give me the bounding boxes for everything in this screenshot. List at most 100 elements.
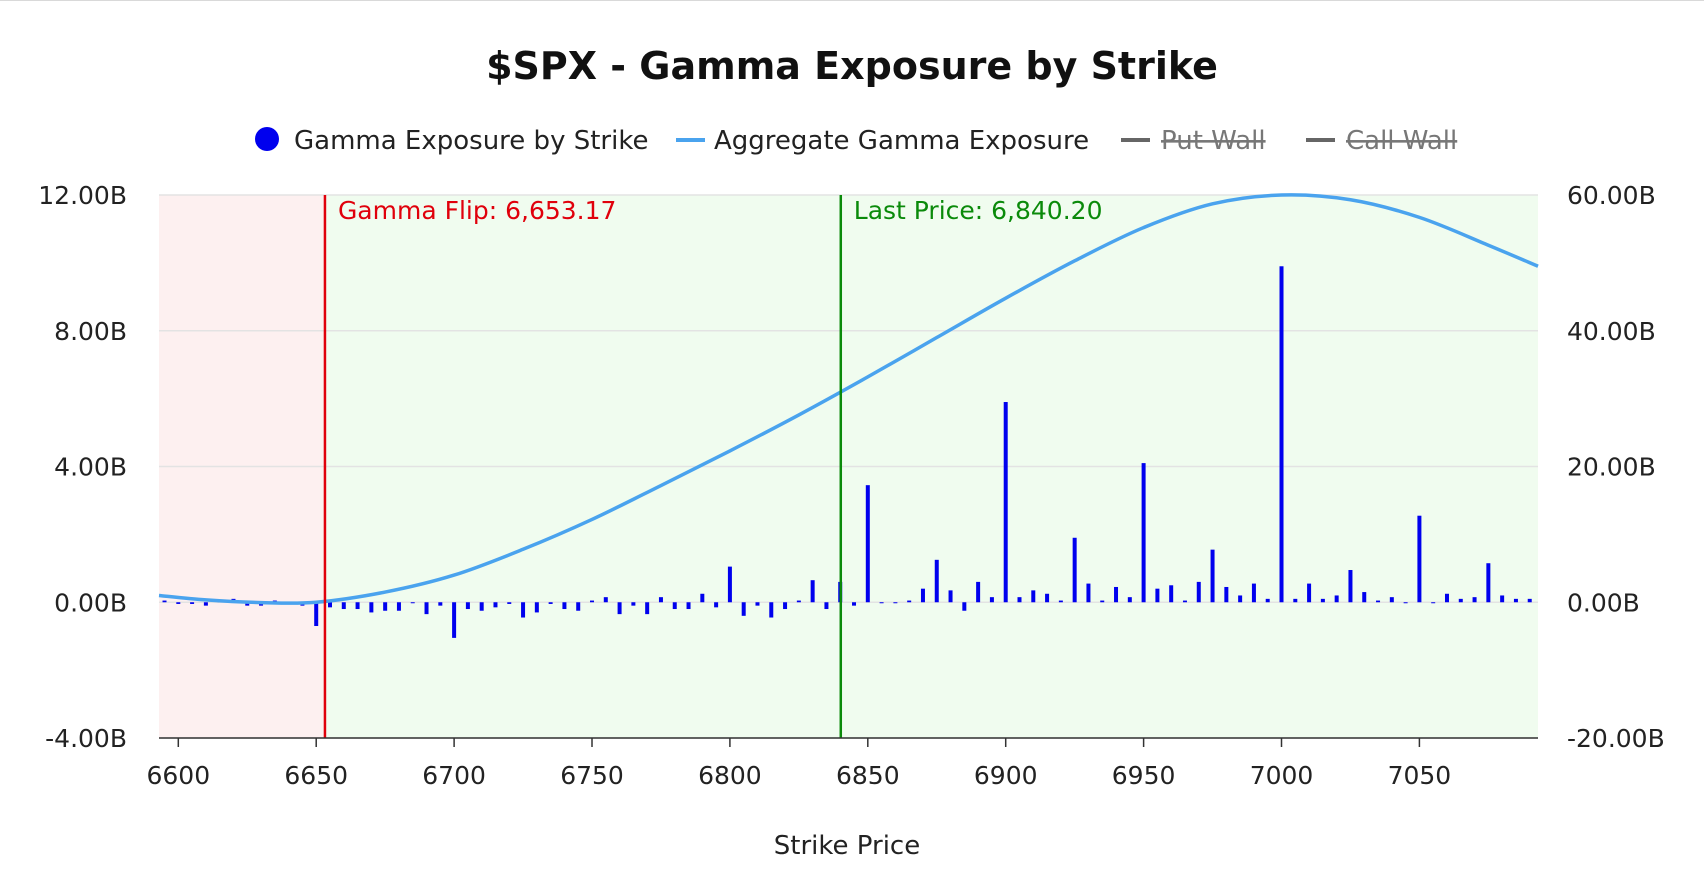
- gamma-bar[interactable]: [672, 602, 677, 610]
- gamma-bar[interactable]: [893, 602, 898, 604]
- gamma-bar[interactable]: [424, 602, 429, 615]
- gamma-bar[interactable]: [824, 602, 829, 610]
- gamma-bar[interactable]: [865, 485, 870, 603]
- gamma-bar[interactable]: [534, 602, 539, 613]
- gamma-bar[interactable]: [645, 602, 650, 615]
- gamma-bar[interactable]: [1376, 600, 1381, 603]
- gamma-bar[interactable]: [507, 602, 512, 604]
- gamma-bar[interactable]: [603, 597, 608, 603]
- gamma-bar[interactable]: [727, 566, 732, 603]
- legend-item-put-wall[interactable]: Put Wall: [1121, 126, 1266, 156]
- gamma-bar[interactable]: [1251, 583, 1256, 603]
- gamma-bar[interactable]: [245, 602, 250, 606]
- legend-item-call-wall[interactable]: Call Wall: [1306, 126, 1457, 156]
- gamma-bar[interactable]: [493, 602, 498, 608]
- gamma-bar[interactable]: [934, 559, 939, 603]
- gamma-bar[interactable]: [1086, 583, 1091, 603]
- gamma-bar[interactable]: [700, 593, 705, 603]
- gamma-bar[interactable]: [1169, 585, 1174, 603]
- gamma-bar[interactable]: [920, 588, 925, 603]
- gamma-bar[interactable]: [1334, 595, 1339, 603]
- gamma-bar[interactable]: [755, 602, 760, 606]
- gamma-bar[interactable]: [162, 600, 167, 603]
- gamma-bar[interactable]: [1320, 598, 1325, 603]
- gamma-bar[interactable]: [1265, 598, 1270, 603]
- gamma-bar[interactable]: [176, 602, 181, 604]
- gamma-bar[interactable]: [1362, 592, 1367, 603]
- gamma-bar[interactable]: [383, 602, 388, 611]
- gamma-bar[interactable]: [438, 602, 443, 606]
- gamma-bar[interactable]: [810, 580, 815, 603]
- gamma-bar[interactable]: [1072, 537, 1077, 603]
- gamma-bar[interactable]: [714, 602, 719, 608]
- gamma-bar[interactable]: [686, 602, 691, 610]
- gamma-bar[interactable]: [548, 602, 553, 604]
- gamma-bar[interactable]: [1114, 586, 1119, 603]
- gamma-bar[interactable]: [769, 602, 774, 618]
- gamma-bar[interactable]: [852, 602, 857, 606]
- gamma-bar[interactable]: [962, 602, 967, 611]
- gamma-bar[interactable]: [1031, 590, 1036, 603]
- gamma-bar[interactable]: [562, 602, 567, 610]
- gamma-bar[interactable]: [1017, 597, 1022, 603]
- gamma-bar[interactable]: [1417, 515, 1422, 603]
- gamma-bar[interactable]: [1307, 583, 1312, 603]
- gamma-bar[interactable]: [369, 602, 374, 613]
- legend-item-gamma-exposure-by-strike[interactable]: Gamma Exposure by Strike: [255, 126, 648, 156]
- gamma-bar[interactable]: [576, 602, 581, 611]
- gamma-bar[interactable]: [1472, 597, 1477, 603]
- gamma-bar[interactable]: [1279, 266, 1284, 603]
- gamma-bar[interactable]: [1045, 593, 1050, 603]
- gamma-bar[interactable]: [741, 602, 746, 616]
- gamma-bar[interactable]: [1458, 598, 1463, 603]
- gamma-bar[interactable]: [658, 597, 663, 603]
- gamma-bar[interactable]: [879, 602, 884, 604]
- gamma-bar[interactable]: [796, 600, 801, 603]
- gamma-bar[interactable]: [452, 602, 457, 638]
- legend-item-aggregate-gamma-exposure[interactable]: Aggregate Gamma Exposure: [676, 126, 1089, 156]
- gamma-bar[interactable]: [989, 597, 994, 603]
- gamma-bar[interactable]: [1389, 597, 1394, 603]
- gamma-bar[interactable]: [1513, 598, 1518, 603]
- gamma-bar[interactable]: [1058, 600, 1063, 603]
- gamma-bar[interactable]: [1182, 600, 1187, 603]
- gamma-bar[interactable]: [590, 600, 595, 603]
- gamma-bar[interactable]: [410, 602, 415, 604]
- gamma-bar[interactable]: [1500, 595, 1505, 603]
- gamma-bar[interactable]: [1444, 593, 1449, 603]
- legend-label: Call Wall: [1346, 126, 1457, 156]
- gamma-bar[interactable]: [190, 602, 195, 604]
- gamma-bar[interactable]: [314, 602, 319, 627]
- gamma-bar[interactable]: [948, 590, 953, 603]
- gamma-bar[interactable]: [203, 602, 208, 606]
- gamma-bar[interactable]: [1348, 570, 1353, 603]
- gamma-bar[interactable]: [521, 602, 526, 618]
- gamma-bar[interactable]: [1238, 595, 1243, 603]
- gamma-bar[interactable]: [617, 602, 622, 615]
- gamma-bar[interactable]: [1100, 600, 1105, 603]
- gamma-bar[interactable]: [1155, 588, 1160, 603]
- gamma-bar[interactable]: [341, 602, 346, 610]
- gamma-bar[interactable]: [631, 602, 636, 606]
- gamma-bar[interactable]: [355, 602, 360, 610]
- gamma-bar[interactable]: [1003, 402, 1008, 603]
- gamma-bar[interactable]: [783, 602, 788, 610]
- gamma-bar[interactable]: [1403, 602, 1408, 604]
- gamma-bar[interactable]: [1141, 463, 1146, 603]
- gamma-bar[interactable]: [1196, 581, 1201, 603]
- gamma-bar[interactable]: [1224, 586, 1229, 603]
- gamma-bar[interactable]: [907, 600, 912, 603]
- gamma-bar[interactable]: [1527, 598, 1532, 603]
- gamma-bar[interactable]: [327, 602, 332, 608]
- gamma-bar[interactable]: [1486, 563, 1491, 603]
- gamma-bar[interactable]: [1293, 598, 1298, 603]
- y-axis-right: -20.00B 0.00B 20.00B 40.00B 60.00B: [1567, 181, 1665, 753]
- gamma-bar[interactable]: [1210, 549, 1215, 603]
- gamma-bar[interactable]: [976, 581, 981, 603]
- gamma-bar[interactable]: [479, 602, 484, 611]
- gamma-bar[interactable]: [396, 602, 401, 611]
- gamma-bar[interactable]: [1431, 602, 1436, 604]
- gamma-bar[interactable]: [1127, 597, 1132, 603]
- gamma-bar[interactable]: [465, 602, 470, 610]
